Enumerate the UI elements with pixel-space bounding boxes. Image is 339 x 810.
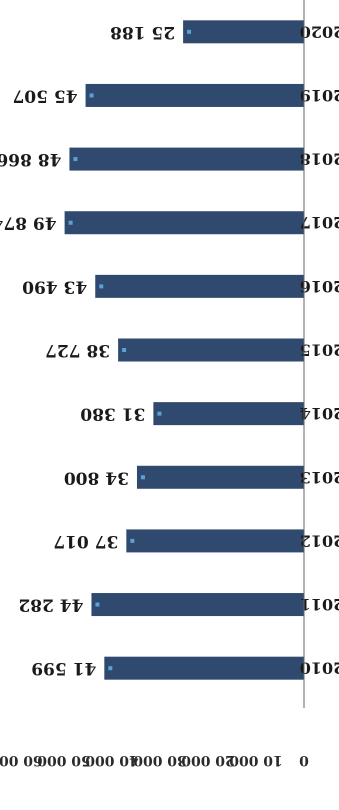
category-label-2016: 2016: [300, 277, 339, 296]
bar-rect: [69, 147, 304, 171]
category-label-2017: 2017: [300, 213, 339, 232]
value-tick-label-50000: 50 000: [37, 752, 91, 768]
bar-rect: [118, 338, 304, 362]
bar-2017: [64, 211, 304, 235]
bar-rect: [104, 656, 304, 680]
bar-highlight: [89, 93, 94, 98]
bar-2012: [126, 529, 305, 553]
data-label-2011: 44 282: [18, 595, 83, 615]
bar-rect: [126, 529, 305, 553]
value-tick-label-10000: 10 000: [229, 752, 283, 768]
value-tick-label-0: 0: [299, 752, 309, 768]
bar-highlight: [99, 284, 104, 289]
bar-2018: [69, 147, 304, 171]
category-label-2014: 2014: [300, 404, 339, 423]
bar-group: [64, 20, 305, 680]
bar-highlight: [187, 29, 192, 34]
bar-2013: [136, 465, 304, 489]
bar-2016: [95, 274, 304, 298]
value-tick-label-20000: 20 000: [181, 752, 235, 768]
bar-2011: [91, 593, 304, 617]
category-label-2020: 2020: [300, 22, 339, 41]
bar-rect: [136, 465, 304, 489]
value-tick-label-60000: 60 000: [0, 752, 43, 768]
bar-2015: [118, 338, 304, 362]
bar-highlight: [122, 348, 127, 352]
data-label-2010: 41 599: [31, 658, 96, 678]
bar-rect: [183, 20, 304, 44]
bar-2014: [153, 402, 304, 426]
value-tick-label-30000: 30 000: [133, 752, 187, 768]
data-label-2014: 31 380: [80, 404, 145, 424]
bar-highlight: [73, 157, 78, 162]
data-label-2019: 45 507: [13, 85, 78, 105]
bar-rect: [85, 83, 304, 107]
category-label-2015: 2015: [300, 341, 339, 360]
bar-highlight: [157, 411, 162, 416]
category-label-2012: 2012: [300, 531, 339, 550]
data-label-2018: 48 866: [0, 149, 61, 169]
bar-2010: [104, 656, 304, 680]
bar-rect: [153, 402, 304, 426]
bar-highlight: [108, 666, 113, 671]
bar-highlight: [68, 220, 73, 225]
category-label-2019: 2019: [300, 86, 339, 105]
bar-2019: [85, 83, 304, 107]
data-label-2013: 34 800: [64, 467, 129, 487]
bar-highlight: [130, 538, 135, 543]
category-label-2010: 2010: [300, 659, 339, 678]
data-label-2015: 38 727: [45, 340, 110, 360]
value-tick-label-40000: 40 000: [85, 752, 139, 768]
data-label-group: 41 599 44 282 37 017 34 800 31 380 38 727 43 4…: [0, 22, 175, 678]
bar-rect: [64, 211, 304, 235]
bar-highlight: [95, 602, 100, 607]
bar-rect: [91, 593, 304, 617]
data-label-2020: 25 188: [110, 22, 175, 42]
category-label-2011: 2011: [300, 595, 339, 614]
data-label-2017: 49 874: [0, 213, 57, 233]
data-label-2012: 37 017: [53, 531, 118, 551]
category-label-2018: 2018: [300, 150, 339, 169]
bar-highlight: [140, 475, 145, 480]
bar-rect: [95, 274, 304, 298]
bar-2020: [183, 20, 304, 44]
data-label-2016: 43 490: [22, 276, 87, 296]
